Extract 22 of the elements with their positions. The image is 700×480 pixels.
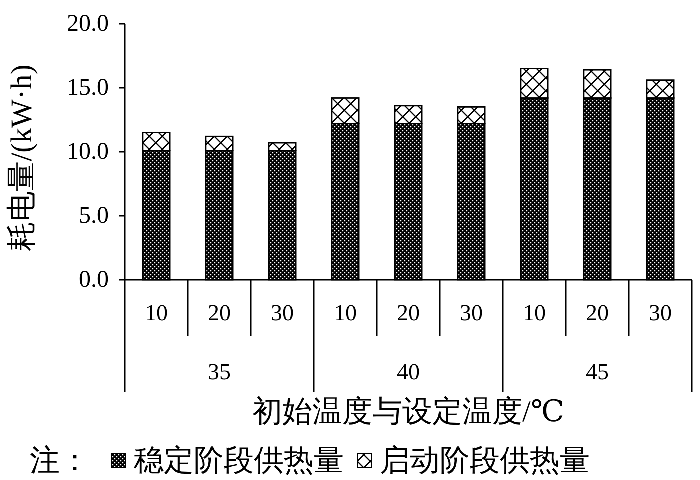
x-tick-label: 10	[523, 300, 546, 326]
x-tick-label: 20	[208, 300, 231, 326]
y-tick-label: 5.0	[79, 203, 109, 229]
legend-label: 稳定阶段供热量	[134, 444, 344, 478]
x-tick-label: 30	[649, 300, 672, 326]
y-tick-label: 10.0	[67, 139, 109, 165]
legend-label: 启动阶段供热量	[380, 444, 590, 478]
x-tick-label: 30	[460, 300, 483, 326]
x-tick-label: 10	[334, 300, 357, 326]
x-tick-label: 20	[586, 300, 609, 326]
x-tick-label: 10	[145, 300, 168, 326]
y-tick-label: 15.0	[67, 75, 109, 101]
y-axis-title: 耗电量/(kW·h)	[6, 64, 38, 252]
x-tick-label: 30	[271, 300, 294, 326]
x-axis-title: 初始温度与设定温度/℃	[252, 396, 564, 428]
text: 45	[586, 360, 609, 384]
text: 35	[208, 360, 231, 384]
x-tick-label: 20	[397, 300, 420, 326]
legend-title: 注：	[30, 444, 90, 478]
y-tick-label: 20.0	[67, 11, 109, 37]
y-tick-label: 0.0	[79, 267, 109, 293]
text: 40	[397, 360, 420, 384]
